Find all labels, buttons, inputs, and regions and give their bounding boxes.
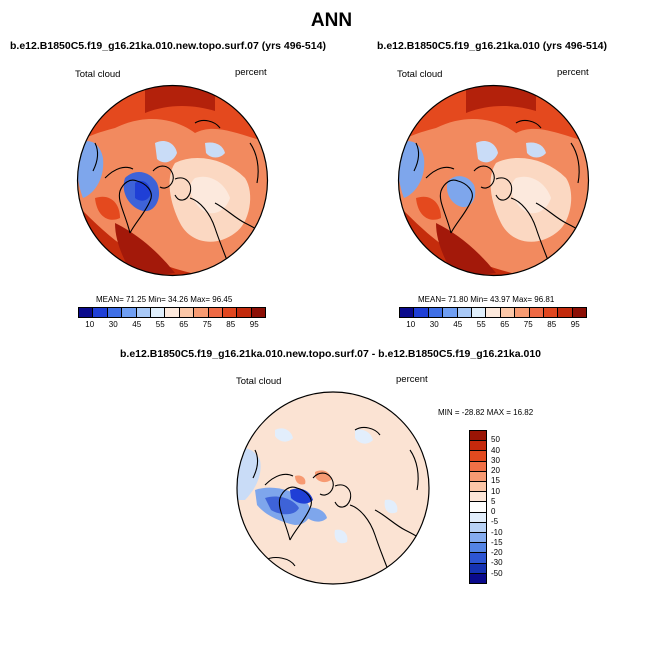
colorbar-swatch bbox=[470, 522, 486, 534]
panel-2-variable-label: Total cloud bbox=[397, 69, 443, 80]
colorbar-tick-label: 65 bbox=[500, 320, 510, 329]
panel-1-units-label: percent bbox=[235, 67, 267, 78]
colorbar-swatch bbox=[122, 308, 137, 317]
colorbar-swatch bbox=[500, 308, 516, 317]
panel-1-variable-label: Total cloud bbox=[75, 69, 121, 80]
colorbar-swatch bbox=[470, 431, 486, 442]
colorbar-tick-label: 65 bbox=[179, 320, 189, 329]
colorbar-swatch bbox=[457, 308, 472, 317]
colorbar-swatch bbox=[529, 308, 544, 317]
colorbar-swatch bbox=[470, 512, 486, 523]
colorbar-swatch bbox=[470, 461, 486, 472]
colorbar-tick-label: 15 bbox=[491, 476, 500, 486]
panel-1-colorbar-labels: 10 30 45 55 65 75 85 95 bbox=[78, 320, 266, 330]
colorbar-swatch bbox=[400, 308, 415, 317]
colorbar-tick-label: 0 bbox=[491, 507, 496, 517]
colorbar-swatch bbox=[443, 308, 458, 317]
panel-2-title: b.e12.B1850C5.f19_g16.21ka.010 (yrs 496-… bbox=[377, 40, 607, 52]
colorbar-tick-label: -30 bbox=[491, 558, 503, 568]
colorbar-swatch bbox=[208, 308, 223, 317]
colorbar-swatch bbox=[470, 451, 486, 462]
colorbar-tick-label: 55 bbox=[476, 320, 486, 329]
colorbar-tick-label: 45 bbox=[132, 320, 142, 329]
colorbar-tick-label: 55 bbox=[155, 320, 165, 329]
figure-title: ANN bbox=[310, 10, 353, 31]
colorbar-swatch bbox=[251, 308, 266, 317]
panel-2-colorbar bbox=[399, 307, 587, 318]
panel-2-stats: MEAN= 71.80 Min= 43.97 Max= 96.81 bbox=[418, 295, 555, 304]
colorbar-swatch bbox=[470, 543, 486, 554]
panel-1-title: b.e12.B1850C5.f19_g16.21ka.010.new.topo.… bbox=[10, 40, 326, 52]
colorbar-swatch bbox=[107, 308, 123, 317]
diff-colorbar-labels: 50 40 30 20 15 10 5 0 -5 -10 -15 -20 -30 -50 bbox=[491, 430, 521, 584]
colorbar-tick-label: 20 bbox=[491, 466, 500, 476]
colorbar-tick-label: -10 bbox=[491, 527, 503, 537]
diff-colorbar bbox=[469, 430, 487, 584]
diff-panel-minmax: MIN = -28.82 MAX = 16.82 bbox=[438, 408, 534, 417]
colorbar-tick-label: 10 bbox=[406, 320, 416, 329]
colorbar-swatch bbox=[470, 482, 486, 493]
field-cool-light bbox=[155, 141, 177, 163]
colorbar-swatch bbox=[194, 308, 209, 317]
colorbar-swatch bbox=[471, 308, 487, 317]
colorbar-swatch bbox=[136, 308, 151, 317]
panel-2-units-label: percent bbox=[557, 67, 589, 78]
colorbar-tick-label: -15 bbox=[491, 537, 503, 547]
colorbar-tick-label: 75 bbox=[202, 320, 212, 329]
colorbar-tick-label: 10 bbox=[491, 486, 500, 496]
diff-polar-map bbox=[236, 391, 430, 585]
colorbar-swatch bbox=[93, 308, 108, 317]
diff-panel-variable-label: Total cloud bbox=[236, 376, 282, 387]
colorbar-swatch bbox=[165, 308, 180, 317]
colorbar-swatch bbox=[470, 553, 486, 564]
panel-1-colorbar bbox=[78, 307, 266, 318]
colorbar-tick-label: 85 bbox=[226, 320, 236, 329]
colorbar-swatch bbox=[470, 573, 486, 584]
colorbar-swatch bbox=[470, 441, 486, 452]
colorbar-swatch bbox=[558, 308, 573, 317]
colorbar-swatch bbox=[572, 308, 587, 317]
colorbar-tick-label: 10 bbox=[85, 320, 95, 329]
colorbar-tick-label: 40 bbox=[491, 445, 500, 455]
field-north-dark bbox=[145, 85, 215, 113]
panel-1-stats: MEAN= 71.25 Min= 34.26 Max= 96.45 bbox=[96, 295, 233, 304]
colorbar-swatch bbox=[237, 308, 252, 317]
colorbar-swatch bbox=[543, 308, 559, 317]
colorbar-tick-label: -20 bbox=[491, 548, 503, 558]
colorbar-swatch bbox=[79, 308, 94, 317]
panel-2-polar-map bbox=[397, 84, 590, 277]
colorbar-swatch bbox=[470, 492, 486, 503]
coastlines bbox=[92, 119, 268, 269]
colorbar-swatch bbox=[222, 308, 238, 317]
colorbar-tick-label: 85 bbox=[547, 320, 557, 329]
colorbar-swatch bbox=[414, 308, 429, 317]
map-boundary bbox=[76, 84, 269, 277]
colorbar-tick-label: 50 bbox=[491, 435, 500, 445]
diff-panel-title: b.e12.B1850C5.f19_g16.21ka.010.new.topo.… bbox=[120, 348, 542, 360]
colorbar-swatch bbox=[470, 563, 486, 574]
colorbar-tick-label: 95 bbox=[249, 320, 259, 329]
colorbar-tick-label: -5 bbox=[491, 517, 499, 527]
colorbar-swatch bbox=[470, 471, 486, 483]
colorbar-swatch bbox=[470, 502, 486, 513]
colorbar-tick-label: 5 bbox=[491, 496, 496, 506]
colorbar-swatch bbox=[470, 533, 486, 544]
colorbar-swatch bbox=[486, 308, 501, 317]
colorbar-tick-label: 75 bbox=[523, 320, 533, 329]
colorbar-tick-label: 30 bbox=[429, 320, 439, 329]
colorbar-swatch bbox=[428, 308, 444, 317]
panel-2-colorbar-labels: 10 30 45 55 65 75 85 95 bbox=[399, 320, 587, 330]
colorbar-tick-label: 95 bbox=[570, 320, 580, 329]
diff-panel-units-label: percent bbox=[396, 374, 428, 385]
colorbar-swatch bbox=[515, 308, 530, 317]
colorbar-tick-label: 30 bbox=[108, 320, 118, 329]
colorbar-tick-label: 45 bbox=[453, 320, 463, 329]
colorbar-tick-label: -50 bbox=[491, 568, 503, 578]
colorbar-swatch bbox=[150, 308, 166, 317]
field-west-cool bbox=[77, 141, 104, 198]
colorbar-tick-label: 30 bbox=[491, 455, 500, 465]
panel-1-polar-map bbox=[76, 84, 269, 277]
colorbar-swatch bbox=[179, 308, 195, 317]
